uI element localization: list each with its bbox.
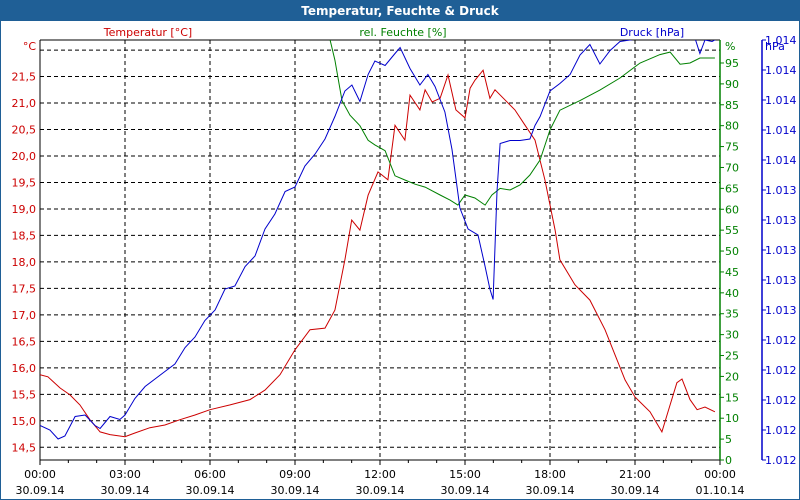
temperature-tick-label: 17,0 [12, 309, 37, 322]
humidity-tick-label: 0 [725, 454, 732, 467]
temperature-tick-label: 14,5 [12, 441, 37, 454]
series-line-pressure [40, 40, 716, 440]
temperature-tick-label: 18,0 [12, 256, 37, 269]
humidity-tick-label: 20 [725, 370, 739, 383]
pressure-tick-label: 1.014 [765, 64, 797, 77]
temperature-tick-label: 18,5 [12, 229, 37, 242]
pressure-tick-label: 1.014 [765, 154, 797, 167]
pressure-unit: hPa [765, 40, 785, 53]
temperature-tick-label: 15,5 [12, 388, 37, 401]
x-tick-time: 06:00 [194, 468, 226, 481]
temperature-tick-label: 19,0 [12, 203, 37, 216]
pressure-tick-label: 1.014 [765, 124, 797, 137]
x-tick-date: 30.09.14 [271, 484, 320, 497]
window-title: Temperatur, Feuchte & Druck [1, 1, 799, 21]
humidity-tick-label: 25 [725, 350, 739, 363]
humidity-tick-label: 85 [725, 99, 739, 112]
series-line-temperature [40, 69, 716, 438]
humidity-tick-label: 95 [725, 57, 739, 70]
pressure-tick-label: 1.013 [765, 304, 797, 317]
pressure-tick-label: 1.013 [765, 214, 797, 227]
x-tick-time: 18:00 [534, 468, 566, 481]
x-tick-date: 30.09.14 [611, 484, 660, 497]
humidity-tick-label: 40 [725, 287, 739, 300]
humidity-tick-label: 35 [725, 308, 739, 321]
humidity-axis-title: rel. Feuchte [%] [359, 26, 446, 39]
humidity-tick-label: 30 [725, 329, 739, 342]
pressure-tick-label: 1.014 [765, 94, 797, 107]
pressure-tick-label: 1.012 [765, 364, 797, 377]
pressure-tick-label: 1.013 [765, 244, 797, 257]
humidity-tick-label: 45 [725, 266, 739, 279]
x-tick-date: 30.09.14 [526, 484, 575, 497]
humidity-tick-label: 90 [725, 78, 739, 91]
x-tick-date: 30.09.14 [16, 484, 65, 497]
pressure-axis-title: Druck [hPa] [620, 26, 684, 39]
x-tick-time: 00:00 [24, 468, 56, 481]
x-tick-date: 30.09.14 [356, 484, 405, 497]
temperature-axis-title: Temperatur [°C] [103, 26, 192, 39]
humidity-tick-label: 65 [725, 182, 739, 195]
temperature-tick-label: 19,5 [12, 176, 37, 189]
pressure-tick-label: 1.013 [765, 274, 797, 287]
x-tick-date: 30.09.14 [186, 484, 235, 497]
temperature-tick-label: 20,0 [12, 150, 37, 163]
humidity-tick-label: 80 [725, 120, 739, 133]
temperature-tick-label: 21,0 [12, 97, 37, 110]
x-tick-date: 01.10.14 [696, 484, 745, 497]
temperature-tick-label: 17,5 [12, 282, 37, 295]
x-tick-date: 30.09.14 [101, 484, 150, 497]
x-tick-time: 03:00 [109, 468, 141, 481]
pressure-tick-label: 1.012 [765, 334, 797, 347]
humidity-tick-label: 75 [725, 141, 739, 154]
x-tick-time: 00:00 [704, 468, 736, 481]
series-line-humidity [329, 40, 715, 206]
humidity-tick-label: 15 [725, 391, 739, 404]
humidity-unit: % [725, 40, 735, 53]
temperature-tick-label: 16,5 [12, 335, 37, 348]
temperature-tick-label: 16,0 [12, 362, 37, 375]
temperature-tick-label: 20,5 [12, 124, 37, 137]
humidity-tick-label: 55 [725, 224, 739, 237]
humidity-tick-label: 5 [725, 433, 732, 446]
pressure-tick-label: 1.012 [765, 394, 797, 407]
x-tick-time: 15:00 [449, 468, 481, 481]
pressure-tick-label: 1.014 [765, 34, 797, 47]
x-tick-date: 30.09.14 [441, 484, 490, 497]
x-tick-time: 09:00 [279, 468, 311, 481]
x-tick-time: 21:00 [619, 468, 651, 481]
temperature-tick-label: 15,0 [12, 415, 37, 428]
pressure-tick-label: 1.012 [765, 424, 797, 437]
temperature-tick-label: 21,5 [12, 71, 37, 84]
humidity-tick-label: 60 [725, 203, 739, 216]
pressure-tick-label: 1.013 [765, 184, 797, 197]
temperature-unit: °C [23, 40, 37, 53]
humidity-tick-label: 50 [725, 245, 739, 258]
pressure-tick-label: 1.012 [765, 454, 797, 467]
humidity-tick-label: 70 [725, 161, 739, 174]
x-tick-time: 12:00 [364, 468, 396, 481]
humidity-tick-label: 10 [725, 412, 739, 425]
